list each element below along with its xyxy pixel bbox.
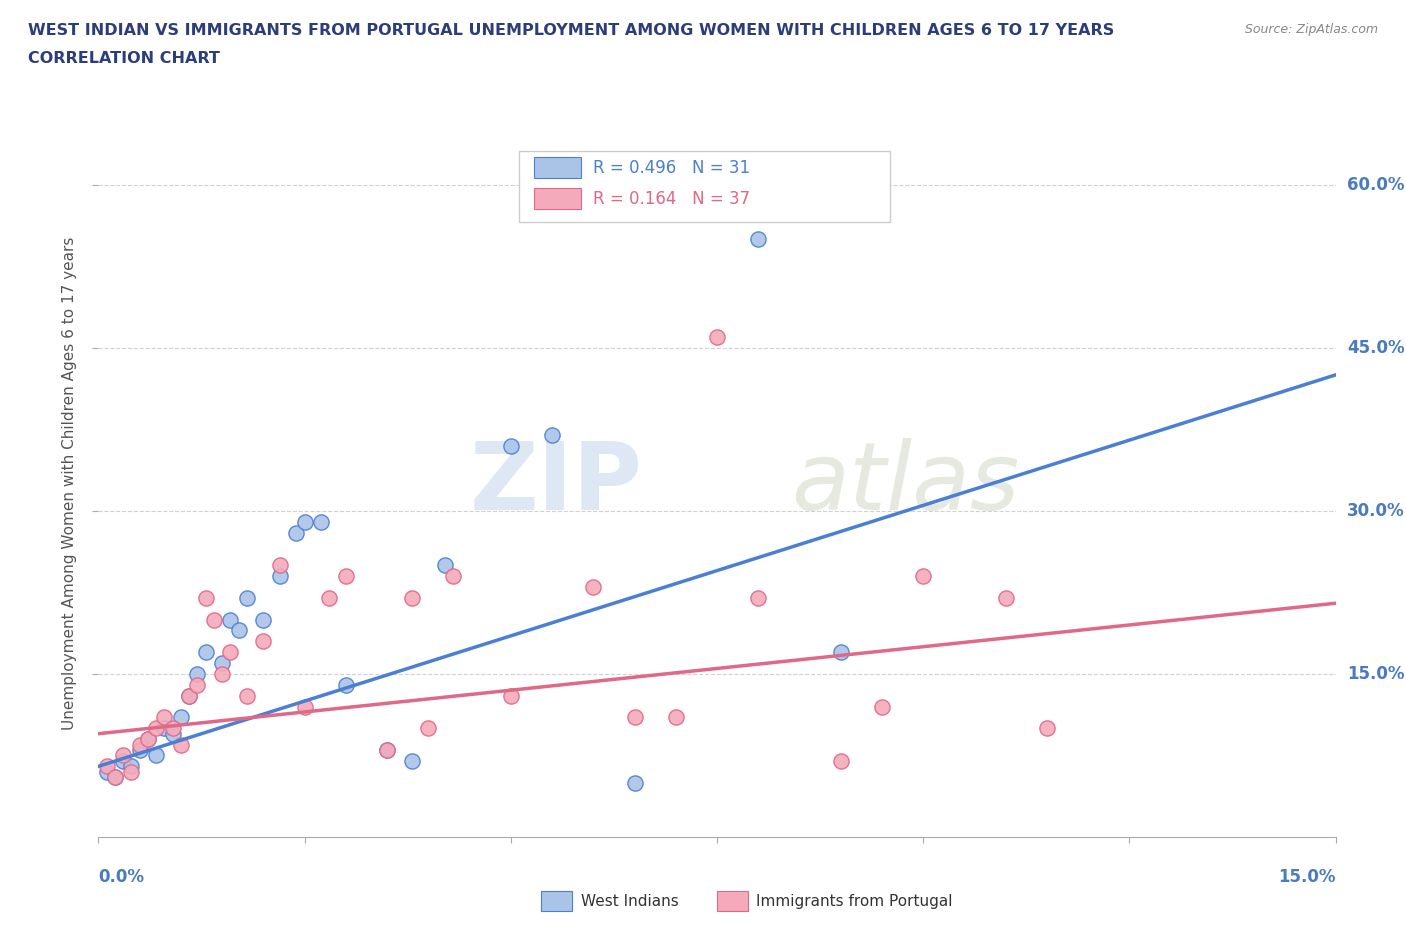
Point	[433, 558, 456, 573]
Point	[104, 770, 127, 785]
Point	[582, 579, 605, 594]
Point	[120, 764, 142, 779]
Point	[294, 514, 316, 529]
Point	[145, 721, 167, 736]
Point	[441, 568, 464, 583]
Point	[335, 677, 357, 692]
Point	[994, 591, 1017, 605]
Point	[830, 753, 852, 768]
Point	[294, 699, 316, 714]
Point	[112, 748, 135, 763]
Text: R = 0.496   N = 31: R = 0.496 N = 31	[593, 159, 751, 177]
Point	[136, 732, 159, 747]
Text: Immigrants from Portugal: Immigrants from Portugal	[756, 894, 953, 909]
Point	[136, 732, 159, 747]
Point	[211, 667, 233, 682]
Point	[309, 514, 332, 529]
Text: West Indians: West Indians	[581, 894, 679, 909]
Point	[96, 764, 118, 779]
Point	[170, 737, 193, 752]
Text: atlas: atlas	[792, 438, 1019, 529]
Point	[228, 623, 250, 638]
Point	[162, 721, 184, 736]
FancyBboxPatch shape	[519, 152, 890, 222]
Text: 0.0%: 0.0%	[98, 868, 145, 885]
Point	[1036, 721, 1059, 736]
Text: R = 0.164   N = 37: R = 0.164 N = 37	[593, 190, 751, 207]
Point	[194, 591, 217, 605]
Text: CORRELATION CHART: CORRELATION CHART	[28, 51, 219, 66]
Point	[186, 667, 208, 682]
Point	[128, 737, 150, 752]
Point	[194, 644, 217, 659]
Point	[870, 699, 893, 714]
Point	[401, 753, 423, 768]
Point	[236, 591, 259, 605]
Point	[112, 753, 135, 768]
Point	[219, 644, 242, 659]
Point	[418, 721, 440, 736]
Point	[499, 688, 522, 703]
Point	[252, 612, 274, 627]
Point	[128, 742, 150, 757]
Text: 15.0%: 15.0%	[1347, 665, 1405, 683]
Point	[401, 591, 423, 605]
Point	[186, 677, 208, 692]
Y-axis label: Unemployment Among Women with Children Ages 6 to 17 years: Unemployment Among Women with Children A…	[62, 237, 77, 730]
Point	[623, 710, 645, 724]
Point	[665, 710, 688, 724]
Point	[153, 710, 176, 724]
Point	[236, 688, 259, 703]
Point	[499, 438, 522, 453]
Point	[179, 688, 201, 703]
Point	[541, 427, 564, 442]
Point	[375, 742, 398, 757]
Point	[747, 591, 769, 605]
Text: ZIP: ZIP	[470, 438, 643, 529]
Point	[179, 688, 201, 703]
FancyBboxPatch shape	[534, 188, 581, 209]
Point	[153, 721, 176, 736]
FancyBboxPatch shape	[534, 157, 581, 179]
Point	[252, 634, 274, 649]
Point	[747, 232, 769, 246]
Point	[335, 568, 357, 583]
Point	[830, 644, 852, 659]
Point	[170, 710, 193, 724]
Point	[145, 748, 167, 763]
Point	[269, 558, 291, 573]
Text: WEST INDIAN VS IMMIGRANTS FROM PORTUGAL UNEMPLOYMENT AMONG WOMEN WITH CHILDREN A: WEST INDIAN VS IMMIGRANTS FROM PORTUGAL …	[28, 23, 1115, 38]
Point	[202, 612, 225, 627]
Text: 15.0%: 15.0%	[1278, 868, 1336, 885]
Text: 60.0%: 60.0%	[1347, 176, 1405, 193]
Point	[96, 759, 118, 774]
Point	[211, 656, 233, 671]
Point	[318, 591, 340, 605]
Point	[162, 726, 184, 741]
Point	[912, 568, 935, 583]
Point	[706, 329, 728, 344]
Point	[285, 525, 308, 540]
Point	[375, 742, 398, 757]
Point	[269, 568, 291, 583]
Text: 30.0%: 30.0%	[1347, 502, 1405, 520]
Point	[623, 776, 645, 790]
Text: Source: ZipAtlas.com: Source: ZipAtlas.com	[1244, 23, 1378, 36]
Text: 45.0%: 45.0%	[1347, 339, 1405, 357]
Point	[219, 612, 242, 627]
Point	[104, 770, 127, 785]
Point	[120, 759, 142, 774]
